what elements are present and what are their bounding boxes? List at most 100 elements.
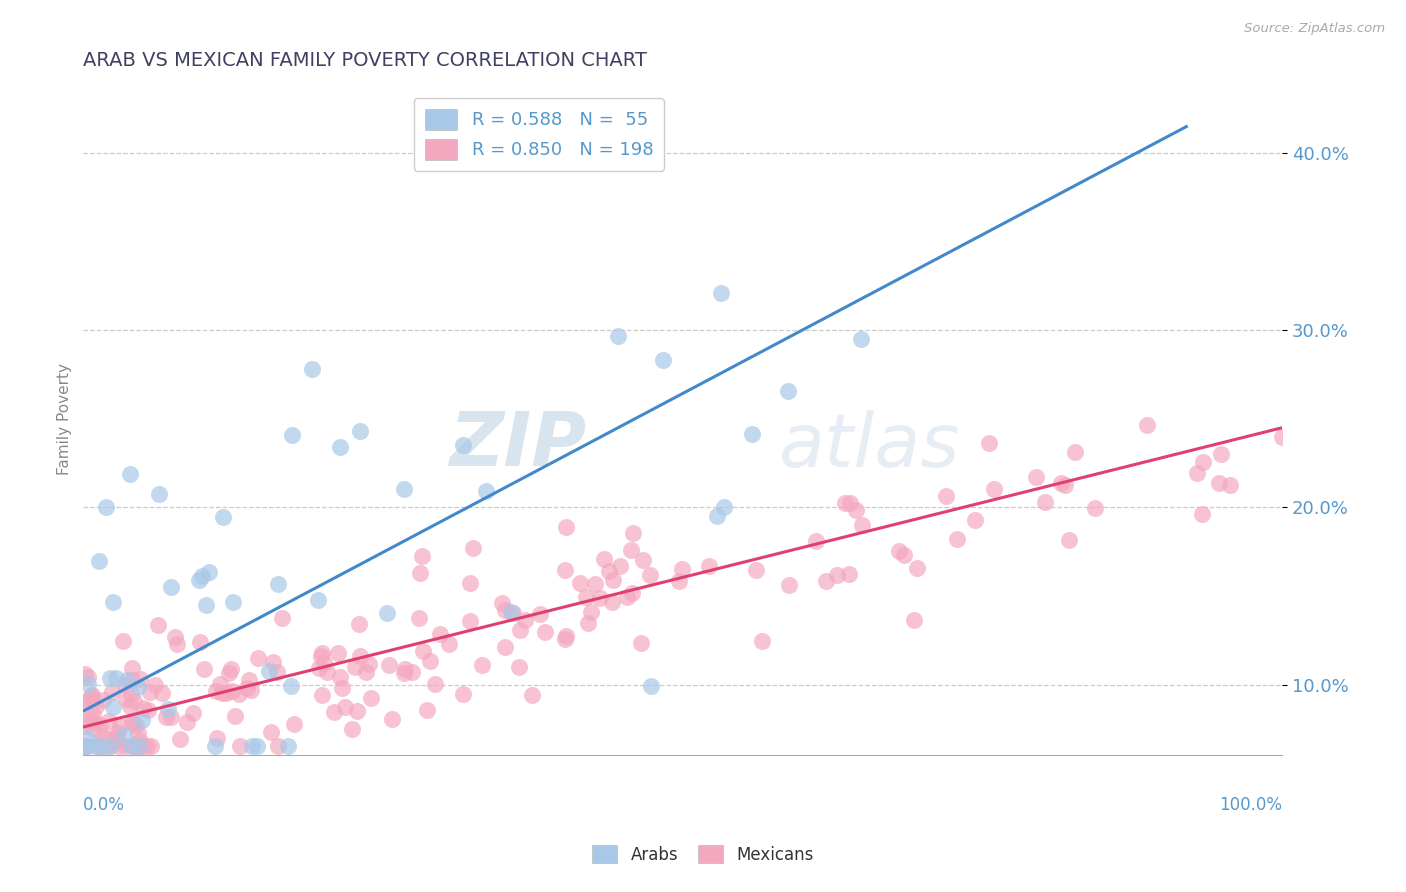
Point (115, 673, 138, 687)
Point (238, 673, 260, 688)
Text: ARAB VS MEXICAN FAMILY POVERTY CORRELATION CHART: ARAB VS MEXICAN FAMILY POVERTY CORRELATI… (83, 51, 647, 70)
Point (534, 624, 557, 639)
Point (751, 634, 773, 648)
Point (259, 664, 281, 678)
Point (893, 548, 915, 562)
Point (713, 500, 735, 515)
Point (621, 526, 644, 541)
Point (277, 739, 299, 754)
Point (229, 739, 252, 754)
Point (115, 691, 138, 706)
Point (103, 595, 125, 609)
Text: Source: ZipAtlas.com: Source: ZipAtlas.com (1244, 22, 1385, 36)
Point (76, 677, 98, 691)
Point (176, 714, 198, 729)
Point (114, 739, 136, 754)
Point (132, 700, 155, 714)
Point (411, 549, 433, 563)
Point (127, 680, 149, 694)
Point (188, 635, 211, 649)
Point (575, 590, 598, 604)
Point (131, 713, 153, 727)
Point (706, 508, 728, 523)
Point (330, 681, 353, 696)
Point (122, 739, 145, 754)
Point (112, 728, 135, 742)
Point (77, 712, 100, 726)
Point (381, 712, 404, 726)
Point (211, 686, 233, 700)
Point (120, 698, 142, 713)
Point (218, 665, 240, 680)
Point (107, 724, 129, 739)
Point (423, 676, 446, 690)
Point (606, 329, 628, 343)
Point (89, 554, 111, 568)
Point (554, 629, 576, 643)
Point (121, 661, 143, 675)
Point (458, 615, 481, 629)
Point (193, 662, 215, 676)
Point (136, 739, 159, 754)
Text: atlas: atlas (779, 409, 960, 482)
Point (205, 684, 228, 698)
Point (114, 678, 136, 692)
Point (82, 693, 104, 707)
Point (453, 687, 475, 701)
Point (128, 739, 150, 754)
Point (905, 560, 928, 574)
Point (98, 739, 121, 754)
Point (554, 632, 576, 646)
Point (554, 563, 576, 577)
Point (494, 640, 516, 654)
Point (104, 733, 127, 747)
Point (630, 636, 652, 650)
Point (889, 544, 911, 558)
Point (166, 637, 188, 651)
Point (209, 677, 232, 691)
Point (155, 710, 177, 724)
Point (845, 502, 868, 516)
Point (529, 607, 551, 621)
Point (979, 436, 1001, 450)
Point (491, 596, 513, 610)
Point (638, 568, 661, 582)
Legend: Arabs, Mexicans: Arabs, Mexicans (585, 838, 821, 871)
Point (131, 739, 153, 754)
Point (84, 739, 107, 754)
Point (76, 695, 98, 709)
Point (1192, 455, 1215, 469)
Point (188, 573, 211, 587)
Point (94, 731, 117, 746)
Point (598, 564, 620, 578)
Point (329, 440, 352, 454)
Point (1063, 445, 1085, 459)
Point (76, 731, 98, 746)
Point (1208, 475, 1230, 490)
Point (204, 739, 226, 754)
Point (105, 730, 128, 744)
Point (73, 739, 96, 754)
Point (825, 568, 848, 582)
Point (195, 599, 218, 613)
Point (326, 646, 349, 660)
Point (616, 591, 638, 605)
Point (513, 613, 536, 627)
Point (475, 483, 498, 498)
Point (84, 716, 107, 731)
Point (159, 710, 181, 724)
Point (221, 684, 243, 698)
Point (508, 660, 530, 674)
Point (640, 679, 662, 693)
Point (160, 580, 183, 594)
Point (141, 739, 163, 754)
Point (280, 679, 302, 693)
Point (75, 739, 97, 754)
Point (219, 662, 242, 676)
Point (107, 739, 129, 754)
Point (419, 654, 441, 668)
Point (82, 706, 104, 721)
Point (148, 618, 170, 632)
Point (259, 725, 281, 739)
Point (270, 611, 292, 625)
